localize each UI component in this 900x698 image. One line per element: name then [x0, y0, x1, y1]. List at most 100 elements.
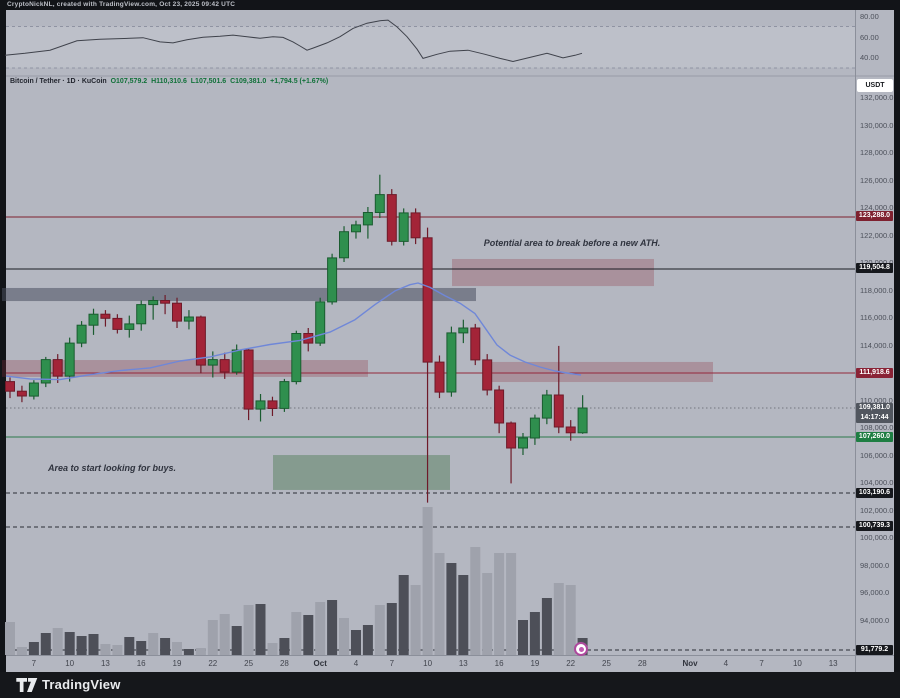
candle-body[interactable]: [267, 400, 278, 409]
volume-bar: [422, 507, 433, 655]
currency-toggle-button[interactable]: USDT: [857, 79, 893, 92]
author-avatar[interactable]: [574, 642, 588, 656]
candle-body[interactable]: [40, 359, 51, 384]
candle-body[interactable]: [64, 342, 75, 377]
candle-body[interactable]: [458, 327, 469, 334]
volume-bar: [279, 638, 290, 655]
tradingview-logo-icon[interactable]: [16, 678, 38, 697]
candle-body[interactable]: [28, 382, 39, 397]
time-tick-label[interactable]: 10: [792, 659, 802, 668]
time-tick-label[interactable]: 7: [759, 659, 764, 668]
candle-body[interactable]: [434, 361, 445, 393]
candle-body[interactable]: [398, 212, 409, 242]
time-tick-label[interactable]: 13: [100, 659, 110, 668]
candle-body[interactable]: [446, 332, 457, 393]
supply-band-gray[interactable]: [2, 287, 476, 302]
time-tick-label[interactable]: 16: [136, 659, 146, 668]
time-tick-label[interactable]: 19: [172, 659, 182, 668]
candle-body[interactable]: [255, 400, 266, 410]
candle-body[interactable]: [518, 437, 528, 449]
candle-body[interactable]: [148, 300, 159, 306]
price-badge-value: 91,779.2: [860, 645, 889, 653]
candle-body[interactable]: [88, 313, 99, 326]
candle-body[interactable]: [112, 317, 123, 330]
candle-body[interactable]: [279, 381, 290, 409]
candle-body[interactable]: [231, 349, 242, 373]
time-tick-label[interactable]: 10: [65, 659, 75, 668]
price-tick-label: 102,000.0: [860, 505, 894, 515]
ath-breakout-zone[interactable]: [452, 258, 654, 287]
candle-body[interactable]: [506, 422, 517, 449]
candle-body[interactable]: [52, 359, 63, 377]
time-tick-label[interactable]: 7: [31, 659, 37, 668]
candle-body[interactable]: [362, 212, 373, 226]
time-tick-label[interactable]: Nov: [682, 659, 698, 668]
tradingview-brand[interactable]: TradingView: [42, 677, 121, 692]
volume-bar: [136, 641, 147, 655]
volume-bar: [410, 585, 421, 655]
candle-body[interactable]: [219, 359, 230, 373]
volume-bar: [255, 604, 266, 655]
time-tick-label[interactable]: 22: [566, 659, 576, 668]
time-tick-label[interactable]: 22: [208, 659, 218, 668]
candle-body[interactable]: [136, 304, 147, 325]
volume-bar: [386, 603, 397, 655]
time-tick-label[interactable]: 10: [423, 659, 433, 668]
time-tick-label[interactable]: 28: [279, 659, 289, 668]
price-badge: 107,260.0: [856, 431, 893, 442]
candle-body[interactable]: [410, 212, 421, 239]
candle-body[interactable]: [172, 302, 182, 322]
volume-bar: [231, 626, 242, 655]
candle-body[interactable]: [100, 313, 111, 319]
time-tick-label[interactable]: 7: [389, 659, 395, 668]
buy-zone-green[interactable]: [273, 455, 450, 490]
candle-body[interactable]: [207, 359, 218, 366]
time-tick-label[interactable]: 25: [244, 659, 254, 668]
candle-body[interactable]: [422, 237, 433, 363]
symbol-legend[interactable]: Bitcoin / Tether · 1D · KuCoin O107,579.…: [10, 78, 328, 85]
candle-body[interactable]: [243, 349, 254, 410]
time-tick-label[interactable]: 13: [458, 659, 468, 668]
candle-body[interactable]: [541, 394, 552, 419]
candle-body[interactable]: [160, 300, 171, 304]
candle-body[interactable]: [339, 231, 349, 259]
time-tick-label[interactable]: 16: [494, 659, 504, 668]
candle-body[interactable]: [553, 394, 564, 428]
price-badge-value: 109,381.0: [858, 403, 891, 411]
volume-bar: [112, 645, 123, 655]
price-tick-label: 114,000.0: [860, 340, 893, 350]
candle-body[interactable]: [76, 324, 87, 344]
volume-bar: [100, 644, 111, 655]
candle-body[interactable]: [327, 257, 338, 303]
candle-body[interactable]: [351, 224, 361, 233]
candle-body[interactable]: [482, 359, 493, 391]
candle-body[interactable]: [577, 407, 588, 434]
candle-body[interactable]: [5, 381, 15, 392]
candle-body[interactable]: [183, 316, 194, 322]
candle-body[interactable]: [315, 301, 326, 344]
annotation-buys[interactable]: Area to start looking for buys.: [48, 463, 177, 473]
time-tick-label[interactable]: 4: [723, 659, 729, 668]
candle-body[interactable]: [494, 389, 505, 424]
demand-zone-right[interactable]: [490, 361, 713, 383]
candle-body[interactable]: [16, 390, 27, 397]
time-tick-label[interactable]: Oct: [313, 659, 327, 668]
candle-body[interactable]: [386, 194, 397, 242]
time-tick-label[interactable]: 4: [353, 659, 359, 668]
time-tick-label[interactable]: 13: [828, 659, 838, 668]
annotation-ath[interactable]: Potential area to break before a new ATH…: [483, 238, 661, 248]
time-tick-label[interactable]: 25: [602, 659, 611, 668]
time-tick-label[interactable]: 19: [530, 659, 540, 668]
volume-bar: [195, 648, 206, 655]
time-tick-label[interactable]: 28: [637, 659, 647, 668]
candle-body[interactable]: [374, 194, 385, 214]
volume-bar: [327, 600, 338, 655]
price-badge: 123,288.0: [856, 211, 893, 222]
candle-body[interactable]: [565, 426, 576, 434]
candle-body[interactable]: [470, 327, 481, 361]
candle-body[interactable]: [195, 316, 206, 366]
candle-body[interactable]: [291, 333, 302, 383]
candle-body[interactable]: [124, 323, 135, 330]
candle-body[interactable]: [529, 417, 540, 439]
